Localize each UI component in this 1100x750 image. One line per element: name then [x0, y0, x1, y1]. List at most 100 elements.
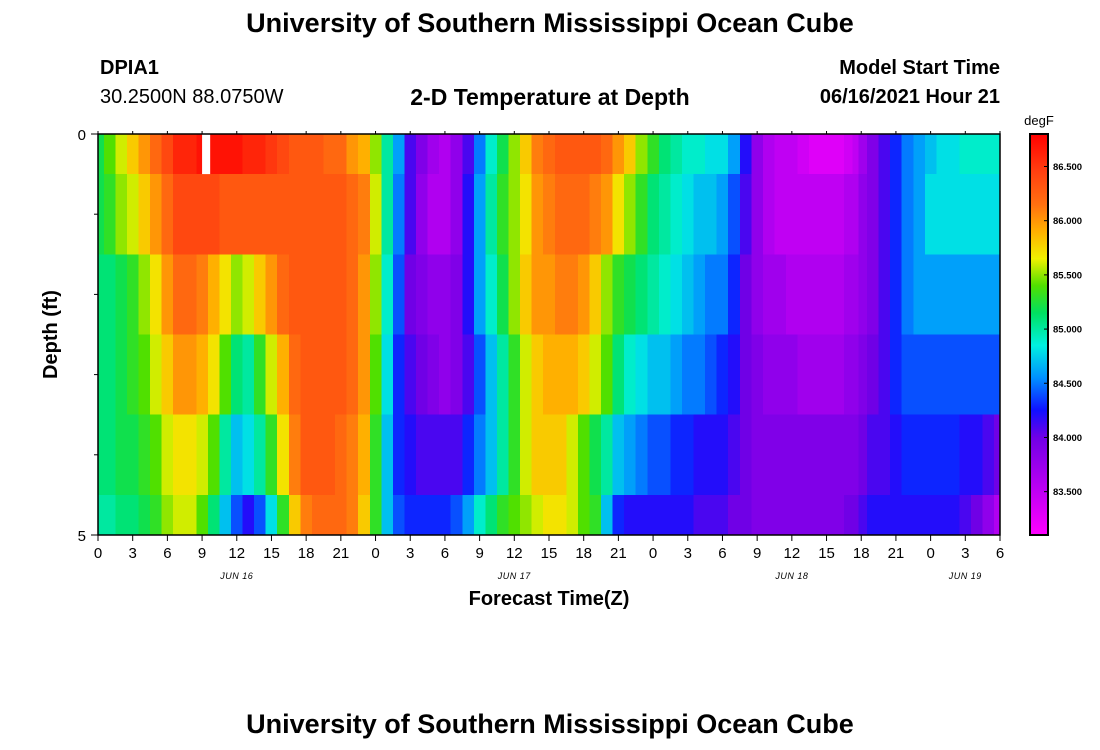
- heatmap-cell: [716, 414, 729, 496]
- heatmap-cell: [739, 494, 752, 536]
- heatmap-cell: [994, 334, 1001, 416]
- heatmap-cell: [277, 134, 290, 175]
- heatmap-cell: [670, 414, 683, 496]
- heatmap-cell: [577, 174, 591, 255]
- heatmap-cell: [994, 494, 1001, 536]
- heatmap-cell: [901, 334, 914, 416]
- heatmap-cell: [439, 334, 452, 416]
- heatmap-cell: [716, 134, 729, 175]
- heatmap-cell: [809, 134, 822, 175]
- heatmap-cell: [323, 134, 336, 175]
- heatmap-cell: [207, 174, 221, 255]
- heatmap-cell: [858, 414, 868, 496]
- heatmap-cell: [820, 494, 833, 536]
- heatmap-cell: [427, 254, 440, 335]
- heatmap-cell: [681, 334, 695, 416]
- heatmap-cell: [346, 254, 359, 335]
- heatmap-cell: [971, 254, 984, 335]
- heatmap-cell: [288, 414, 301, 496]
- heatmap-cell: [242, 414, 255, 496]
- heatmap-cell: [520, 334, 533, 416]
- heatmap-cell: [311, 414, 325, 496]
- heatmap-cell: [982, 174, 995, 255]
- heatmap-cell: [843, 134, 854, 175]
- heatmap-cell: [392, 414, 406, 496]
- model-start-value: 06/16/2021 Hour 21: [819, 86, 1000, 108]
- heatmap-cell: [566, 174, 579, 255]
- x-tick-label: 6: [441, 545, 449, 562]
- heatmap-cell: [924, 254, 937, 335]
- heatmap-cell: [416, 174, 429, 255]
- heatmap-cell: [254, 414, 267, 496]
- heatmap-cell: [473, 334, 486, 416]
- heatmap-cell: [473, 174, 486, 255]
- heatmap-cell: [705, 134, 718, 175]
- heatmap-cell: [196, 254, 209, 335]
- heatmap-cell: [601, 494, 614, 536]
- heatmap-cell: [485, 174, 498, 255]
- heatmap-cell: [705, 254, 718, 335]
- x-tick-label: 0: [926, 545, 934, 562]
- heatmap-cell: [786, 414, 799, 496]
- heatmap-cell: [473, 254, 486, 335]
- heatmap-cell: [427, 134, 440, 175]
- heatmap-cell: [947, 494, 961, 536]
- heatmap-cell: [98, 134, 105, 175]
- heatmap-cell: [126, 414, 140, 496]
- heatmap-cell: [832, 254, 845, 335]
- heatmap-cell: [820, 134, 833, 175]
- heatmap-cells: [98, 134, 1001, 536]
- heatmap-cell: [635, 414, 648, 496]
- heatmap-cell: [335, 134, 348, 175]
- heatmap-cell: [242, 494, 255, 536]
- station-coords: 30.2500N 88.0750W: [100, 86, 284, 108]
- heatmap-cell: [852, 414, 859, 496]
- colorbar-gradient: [1029, 133, 1049, 536]
- heatmap-cell: [416, 254, 429, 335]
- heatmap-cell: [693, 254, 706, 335]
- heatmap-cell: [762, 254, 776, 335]
- heatmap-cell: [103, 134, 116, 175]
- model-start-label: Model Start Time: [839, 57, 1000, 79]
- heatmap-cell: [300, 334, 313, 416]
- heatmap-cell: [369, 494, 382, 536]
- heatmap-cell: [416, 494, 429, 536]
- heatmap-cell: [612, 254, 625, 335]
- page-title-bottom: University of Southern Mississippi Ocean…: [246, 709, 854, 739]
- heatmap-cell: [858, 174, 868, 255]
- heatmap-cell: [751, 174, 764, 255]
- heatmap-cell: [277, 174, 290, 255]
- heatmap-cell: [427, 414, 440, 496]
- heatmap-cell: [103, 414, 116, 496]
- heatmap-cell: [358, 414, 371, 496]
- heatmap-cell: [184, 134, 197, 175]
- axes: 0 3 6 9 12 15 18 21 0 3 6 9 12 15 18 21 0 3 6 9 12 15 18 21 0 3 6 J…: [78, 127, 1005, 581]
- heatmap-cell: [230, 494, 244, 536]
- heatmap-cell: [716, 334, 729, 416]
- heatmap-cell: [612, 334, 625, 416]
- heatmap-cell: [601, 134, 614, 175]
- heatmap-cell: [173, 334, 186, 416]
- heatmap-cell: [913, 174, 926, 255]
- heatmap-cell: [369, 134, 382, 175]
- heatmap-cell: [115, 174, 128, 255]
- heatmap-cell: [751, 414, 764, 496]
- heatmap-cell: [612, 414, 625, 496]
- colorbar-tick-label: 86.000: [1053, 216, 1082, 227]
- heatmap-cell: [843, 334, 854, 416]
- heatmap-cell: [774, 334, 787, 416]
- heatmap-cell: [635, 494, 648, 536]
- heatmap-cell: [508, 174, 521, 255]
- heatmap-cell: [982, 134, 995, 175]
- heatmap-cell: [658, 254, 672, 335]
- colorbar-tick-label: 83.500: [1053, 487, 1082, 498]
- heatmap-cell: [207, 254, 221, 335]
- heatmap-cell: [138, 334, 151, 416]
- heatmap-cell: [739, 174, 752, 255]
- heatmap-cell: [184, 414, 197, 496]
- heatmap-cell: [219, 134, 232, 175]
- heatmap-cell: [554, 414, 567, 496]
- heatmap-cell: [554, 334, 567, 416]
- heatmap-cell: [416, 414, 429, 496]
- heatmap-cell: [103, 334, 116, 416]
